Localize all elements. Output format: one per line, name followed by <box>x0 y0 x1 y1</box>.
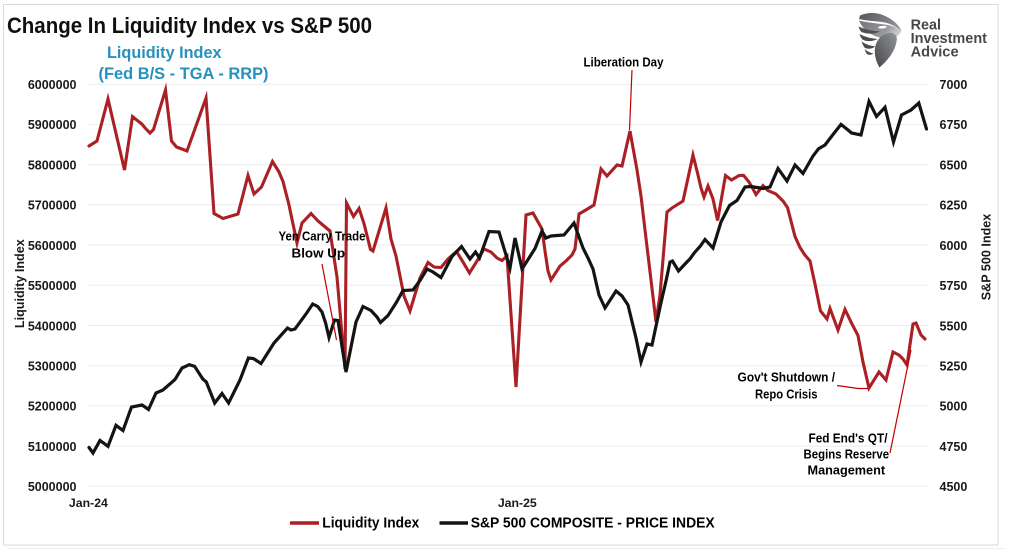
svg-text:6000: 6000 <box>940 239 968 253</box>
svg-text:5500: 5500 <box>940 319 968 333</box>
svg-text:5100000: 5100000 <box>28 440 77 454</box>
svg-text:5900000: 5900000 <box>28 118 77 132</box>
svg-text:Change In Liquidity Index vs S: Change In Liquidity Index vs S&P 500 <box>7 13 372 38</box>
svg-text:6250: 6250 <box>940 199 968 213</box>
svg-text:Liberation Day: Liberation Day <box>584 55 665 70</box>
svg-text:4750: 4750 <box>940 440 968 454</box>
svg-text:Jan-25: Jan-25 <box>498 496 537 510</box>
svg-text:5600000: 5600000 <box>28 239 77 253</box>
svg-text:Liquidity Index: Liquidity Index <box>107 43 222 62</box>
svg-text:S&P 500 Index: S&P 500 Index <box>980 214 994 301</box>
svg-text:Repo Crisis: Repo Crisis <box>755 387 818 402</box>
svg-text:5400000: 5400000 <box>28 319 77 333</box>
svg-text:Gov't Shutdown /: Gov't Shutdown / <box>738 370 836 385</box>
svg-text:S&P 500 COMPOSITE - PRICE INDE: S&P 500 COMPOSITE - PRICE INDEX <box>471 515 715 531</box>
svg-text:Yen Carry Trade: Yen Carry Trade <box>279 229 366 244</box>
svg-text:5800000: 5800000 <box>28 158 77 172</box>
svg-text:Fed End's QT/: Fed End's QT/ <box>809 431 888 446</box>
svg-text:Investment: Investment <box>911 30 987 47</box>
svg-text:6500: 6500 <box>940 158 968 172</box>
svg-text:Liquidity Index: Liquidity Index <box>13 239 27 328</box>
svg-text:Advice: Advice <box>911 44 959 61</box>
svg-text:5750: 5750 <box>940 279 968 293</box>
svg-text:5300000: 5300000 <box>28 360 77 374</box>
svg-text:(Fed B/S - TGA - RRP): (Fed B/S - TGA - RRP) <box>99 65 269 83</box>
svg-text:Real: Real <box>911 16 941 33</box>
svg-text:4500: 4500 <box>940 480 968 494</box>
svg-text:6750: 6750 <box>940 118 968 132</box>
svg-text:6000000: 6000000 <box>28 78 77 92</box>
svg-text:5250: 5250 <box>940 360 968 374</box>
svg-text:Management: Management <box>808 463 886 478</box>
svg-text:5000000: 5000000 <box>28 480 77 494</box>
svg-text:Jan-24: Jan-24 <box>69 496 108 510</box>
svg-text:5700000: 5700000 <box>28 199 77 213</box>
svg-text:Blow Up: Blow Up <box>292 245 346 260</box>
svg-text:5200000: 5200000 <box>28 400 77 414</box>
svg-text:Liquidity Index: Liquidity Index <box>322 515 419 531</box>
svg-text:5000: 5000 <box>940 400 968 414</box>
svg-text:7000: 7000 <box>940 78 968 92</box>
svg-text:5500000: 5500000 <box>28 279 77 293</box>
svg-text:Begins Reserve: Begins Reserve <box>804 447 890 462</box>
